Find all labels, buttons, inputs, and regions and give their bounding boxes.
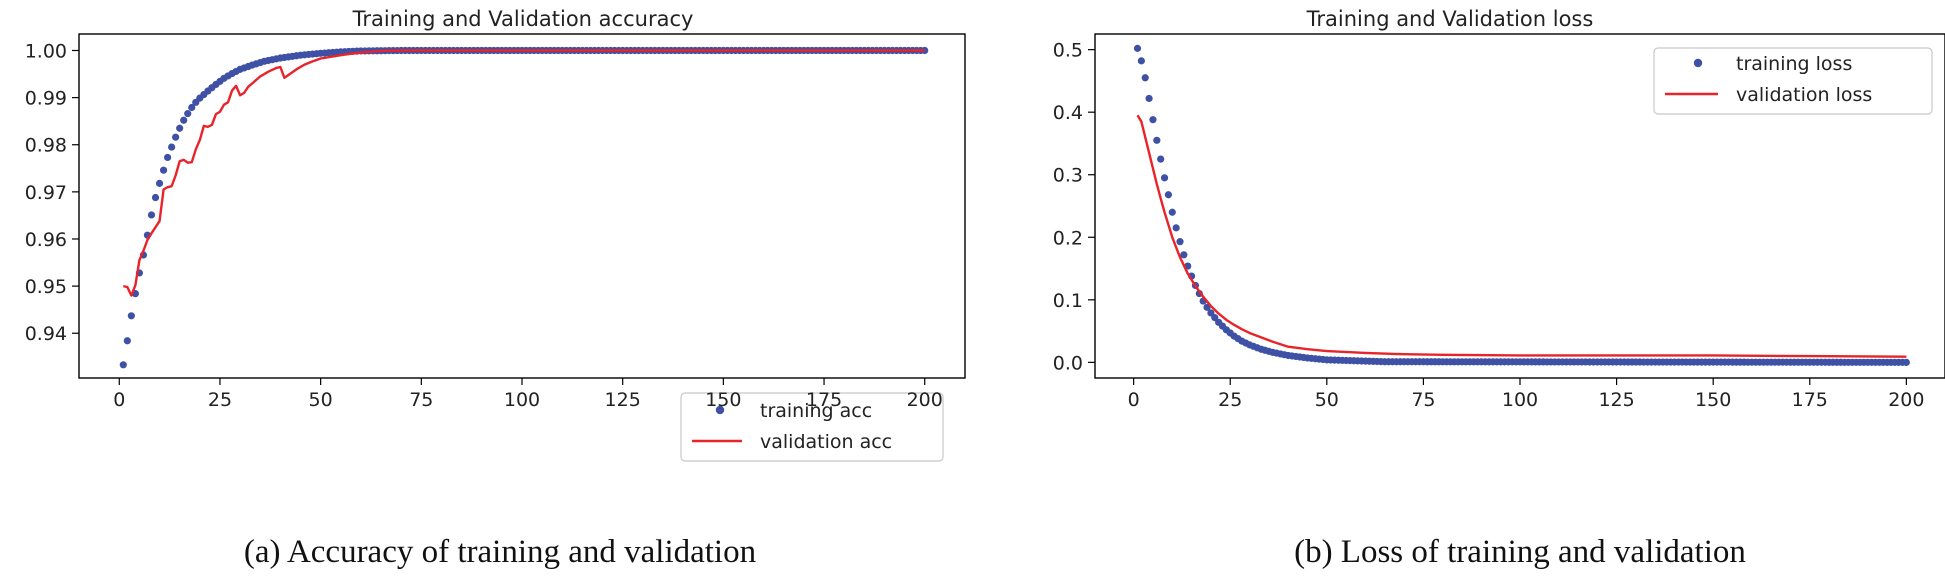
loss-x-tick-label: 75	[1411, 389, 1435, 411]
loss-legend-marker	[1693, 58, 1703, 68]
loss-legend-entry-validation: validation loss	[1665, 84, 1872, 106]
loss-training-point	[1168, 208, 1176, 216]
accuracy-legend-label-validation: validation acc	[760, 431, 892, 453]
accuracy-x-tick-label: 0	[113, 389, 125, 411]
loss-x-tick-label: 100	[1502, 389, 1538, 411]
loss-y-tick-label: 0.1	[1053, 290, 1083, 312]
accuracy-training-point	[180, 116, 188, 124]
loss-x-tick-label: 0	[1128, 389, 1140, 411]
accuracy-x-tick-label: 50	[309, 389, 333, 411]
accuracy-training-point	[123, 337, 131, 345]
accuracy-y-tick-label: 0.96	[25, 229, 67, 251]
accuracy-y-tick-label: 1.00	[25, 40, 67, 62]
loss-y-tick-label: 0.3	[1053, 165, 1083, 187]
accuracy-x-tick-label: 175	[806, 389, 842, 411]
accuracy-training-point	[176, 124, 184, 132]
loss-legend-entry-training: training loss	[1693, 53, 1852, 75]
accuracy-training-point	[164, 153, 172, 162]
loss-x-tick-label: 25	[1218, 389, 1242, 411]
accuracy-chart-title: Training and Validation accuracy	[352, 7, 694, 31]
loss-y-tick-label: 0.4	[1053, 102, 1083, 124]
accuracy-y-tick-label: 0.94	[25, 323, 67, 345]
loss-training-point	[1160, 174, 1169, 182]
loss-chart-caption: (b) Loss of training and validation	[1294, 534, 1746, 570]
loss-legend-label-training: training loss	[1736, 53, 1852, 75]
loss-y-tick-label: 0.5	[1053, 40, 1083, 62]
loss-training-point	[1145, 94, 1153, 103]
loss-x-tick-label: 50	[1315, 389, 1339, 411]
accuracy-training-point	[127, 312, 135, 320]
loss-training-point	[1141, 74, 1149, 82]
loss-chart: Training and Validation loss training lo…	[1053, 7, 1945, 570]
loss-legend-label-validation: validation loss	[1736, 84, 1872, 106]
accuracy-y-tick-label: 0.99	[25, 88, 67, 110]
loss-y-tick-label: 0.2	[1053, 227, 1083, 249]
loss-chart-title: Training and Validation loss	[1306, 7, 1594, 31]
accuracy-plot-area	[119, 46, 929, 369]
loss-legend-box	[1653, 47, 1933, 115]
accuracy-chart-caption: (a) Accuracy of training and validation	[244, 534, 756, 570]
accuracy-legend: training acc validation acc	[680, 392, 944, 462]
loss-training-point	[1149, 116, 1157, 124]
accuracy-training-point	[119, 361, 127, 369]
accuracy-legend-label-training: training acc	[760, 400, 872, 422]
accuracy-x-tick-label: 100	[504, 389, 540, 411]
accuracy-training-point	[159, 166, 168, 174]
accuracy-legend-entry-validation: validation acc	[692, 431, 892, 453]
loss-training-point	[1172, 224, 1180, 232]
loss-training-point	[1902, 358, 1910, 366]
accuracy-y-tick-label: 0.95	[25, 276, 67, 298]
loss-validation-line	[1136, 114, 1907, 358]
loss-training-point	[1176, 238, 1184, 246]
accuracy-training-point	[147, 211, 156, 219]
accuracy-x-tick-label: 150	[705, 389, 741, 411]
accuracy-x-tick-label: 75	[409, 389, 433, 411]
accuracy-legend-box	[680, 392, 944, 462]
accuracy-training-point	[188, 103, 196, 112]
loss-x-tick-label: 175	[1792, 389, 1828, 411]
accuracy-training-point	[155, 179, 164, 187]
loss-legend: training loss validation loss	[1653, 47, 1933, 115]
accuracy-y-tick-label: 0.97	[25, 182, 67, 204]
loss-training-point	[1137, 57, 1145, 65]
loss-training-point	[1133, 44, 1142, 52]
loss-y-tick-label: 0.0	[1053, 352, 1083, 374]
accuracy-training-point	[184, 110, 192, 118]
accuracy-x-tick-label: 125	[605, 389, 641, 411]
accuracy-training-point	[151, 193, 160, 202]
accuracy-chart: Training and Validation accuracy trainin…	[25, 7, 966, 570]
loss-x-tick-label: 150	[1695, 389, 1731, 411]
accuracy-validation-line	[123, 49, 925, 297]
loss-training-point	[1153, 136, 1161, 144]
accuracy-training-point	[172, 133, 180, 141]
loss-training-point	[1157, 155, 1165, 163]
loss-x-tick-label: 125	[1598, 389, 1634, 411]
accuracy-x-tick-label: 200	[907, 389, 943, 411]
loss-plot-area	[1133, 44, 1910, 366]
accuracy-legend-entry-training: training acc	[715, 400, 872, 422]
loss-training-point	[1180, 251, 1188, 259]
accuracy-x-tick-label: 25	[208, 389, 232, 411]
loss-training-point	[1203, 303, 1211, 311]
accuracy-y-tick-label: 0.98	[25, 135, 67, 157]
loss-x-tick-label: 200	[1888, 389, 1924, 411]
loss-training-point	[1164, 191, 1173, 199]
accuracy-legend-marker	[715, 405, 725, 415]
accuracy-training-point	[168, 143, 176, 151]
